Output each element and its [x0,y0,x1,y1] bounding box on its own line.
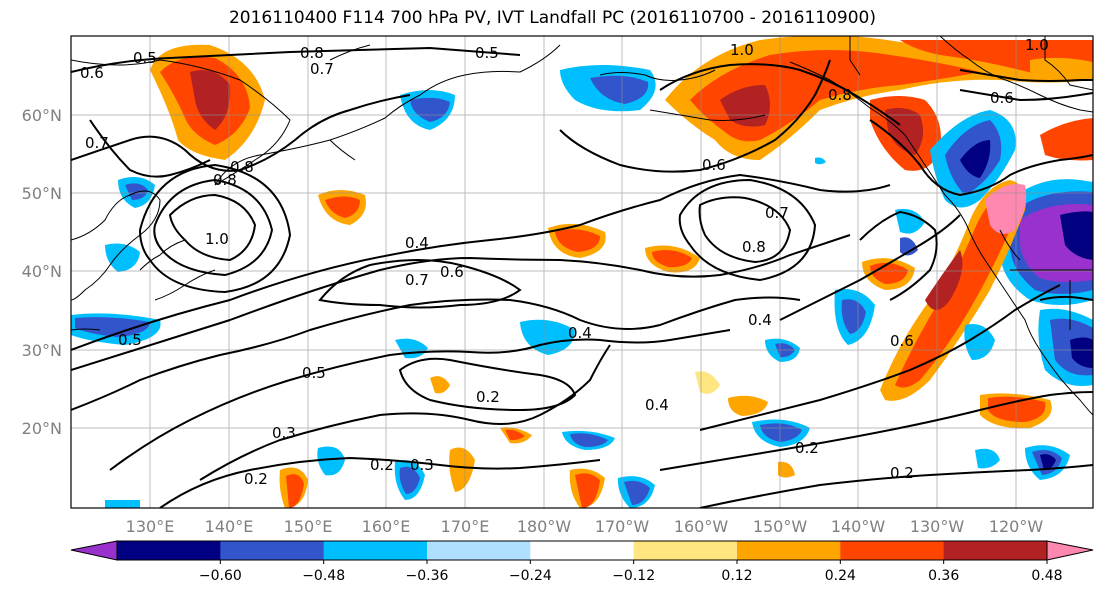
lon-label: 180°W [517,517,572,536]
coastlines [71,36,1093,416]
contour-label: 0.8 [742,238,766,256]
colorbar-cell [943,541,1048,560]
contour-label: 0.4 [748,311,772,329]
contour-label: 0.6 [440,263,464,281]
contour-label-group: 0.5 0.6 0.8 0.7 0.5 1.0 1.0 0.8 0.6 0.7 … [80,36,1049,488]
pv-contours [71,46,1093,508]
colorbar-tick-label: −0.24 [509,568,552,584]
contour-label: 0.7 [405,271,429,289]
colorbar-tick-label: 0.24 [825,568,856,584]
colorbar-tick-label: −0.36 [406,568,449,584]
contour-label: 0.8 [230,158,254,176]
colorbar-cell [530,541,635,560]
colorbar: −0.60 −0.48 −0.36 −0.24 −0.12 0.12 0.24 0.36 0.4… [70,540,1094,584]
contour-label: 0.4 [568,324,592,342]
lon-label: 140°W [831,517,886,536]
contour-label: 0.6 [890,332,914,350]
colorbar-tick-label: −0.12 [612,568,655,584]
lon-label: 140°E [205,517,254,536]
lon-label: 160°W [674,517,729,536]
plot-area [71,36,1093,508]
colorbar-cell [633,541,738,560]
colorbar-tick-label: −0.48 [302,568,345,584]
colorbar-cell [737,541,841,560]
colorbar-frame [116,540,1048,561]
contour-label: 0.6 [80,64,104,82]
latitude-labels: 60°N 50°N 40°N 30°N 20°N [22,106,62,438]
contour-label: 0.3 [272,424,296,442]
colorbar-cell [220,541,325,560]
colorbar-cell [427,541,531,560]
colorbar-tick-label: 0.48 [1031,568,1062,584]
contour-label: 0.8 [213,171,237,189]
contour-label: 1.0 [205,230,229,248]
colorbar-tick-label: −0.60 [199,568,242,584]
contour-label: 0.4 [405,234,429,252]
map-title: 2016110400 F114 700 hPa PV, IVT Landfall… [228,8,876,28]
colorbar-cell [117,541,221,560]
lon-label: 170°E [441,517,490,536]
contour-label: 0.7 [765,204,789,222]
contour-label: 0.8 [300,44,324,62]
colorbar-extend-high [1047,541,1093,560]
lat-label: 40°N [22,262,62,281]
contour-label: 0.3 [410,456,434,474]
colorbar-cell [840,541,945,560]
colorbar-ticks: −0.60 −0.48 −0.36 −0.24 −0.12 0.12 0.24 0.36 0.4… [199,560,1063,584]
lat-label: 60°N [22,106,62,125]
contour-label: 0.6 [990,89,1014,107]
contour-label: 0.2 [476,388,500,406]
longitude-labels: 130°E 140°E 150°E 160°E 170°E 180°W 170°… [126,517,1044,536]
lon-label: 150°W [753,517,808,536]
lon-label: 150°E [284,517,333,536]
contour-label: 0.2 [795,439,819,457]
lon-label: 130°W [910,517,965,536]
map-frame [70,35,1094,509]
colorbar-tick-label: 0.12 [721,568,752,584]
contour-label: 0.5 [133,49,157,67]
lon-label: 160°E [362,517,411,536]
colorbar-extend-low [71,541,117,560]
contour-label: 0.4 [645,396,669,414]
lon-label: 170°W [595,517,650,536]
contour-label: 0.5 [475,44,499,62]
lat-label: 30°N [22,341,62,360]
contour-label: 0.5 [118,331,142,349]
contour-label: 0.5 [302,364,326,382]
colorbar-tick-label: 0.36 [928,568,959,584]
colorbar-cells [71,541,1093,560]
contour-label: 1.0 [730,41,754,59]
lon-label: 120°W [989,517,1044,536]
contour-label: 0.7 [85,134,109,152]
contour-label: 0.2 [370,456,394,474]
colorbar-cell [323,541,428,560]
lat-label: 50°N [22,184,62,203]
lon-label: 130°E [126,517,175,536]
contour-label: 0.2 [890,464,914,482]
contour-label: 1.0 [1025,36,1049,54]
contour-label: 0.6 [702,156,726,174]
contour-label: 0.8 [828,86,852,104]
contour-label: 0.2 [244,470,268,488]
lat-label: 20°N [22,419,62,438]
contour-label: 0.7 [310,60,334,78]
